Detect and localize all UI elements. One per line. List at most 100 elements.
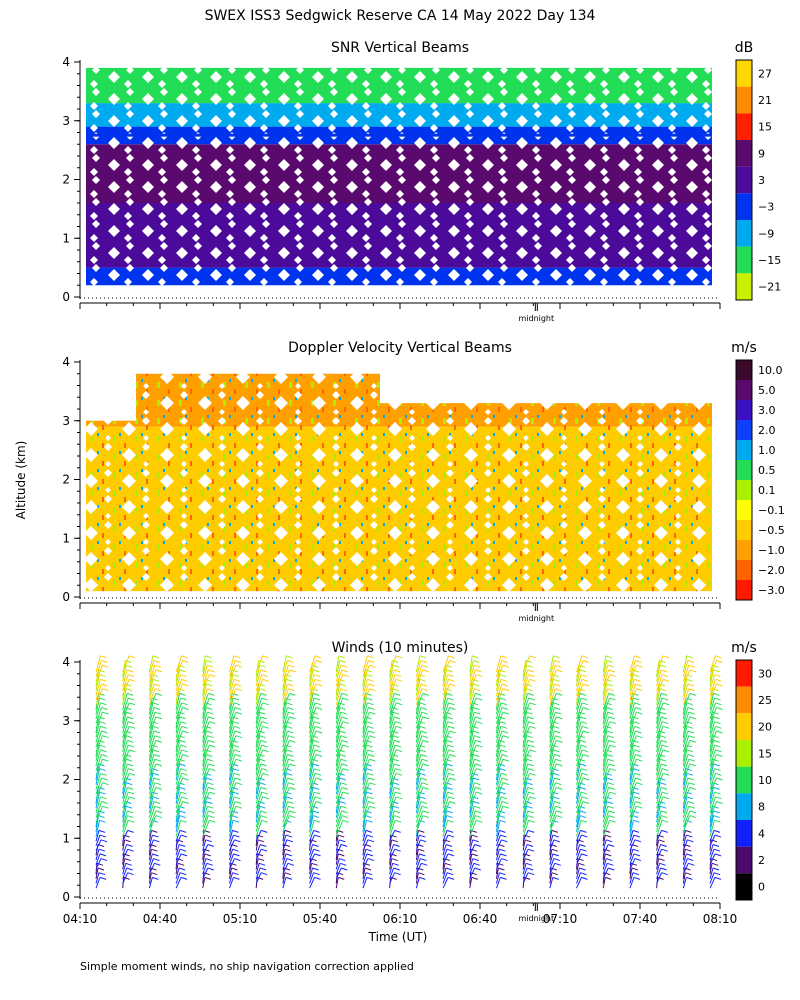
wind-barb-flag [367,655,374,659]
wind-barb-flag [660,716,668,720]
wind-barb [415,665,423,682]
wind-barb [522,830,529,842]
wind-barb-flag [604,848,611,852]
wind-barb [629,759,637,776]
wind-barb-flag [498,810,506,814]
wind-barb-flag [338,655,345,659]
wind-barb-flag [634,796,641,800]
wind-barb-flag [392,664,400,668]
wind-barb-flag [579,669,587,673]
wind-barb-flag [179,669,186,673]
wind-barb-flag [608,692,615,696]
wind-barb [495,773,502,790]
wind-barb [656,740,662,757]
wind-barb-flag [636,805,643,809]
wind-barb-flag [314,876,321,880]
wind-barb-flag [500,876,507,880]
wind-barb [309,815,314,832]
snr-colorbar-unit: dB [735,40,754,56]
wind-barb [255,740,262,757]
wind-barb-flag [367,772,374,776]
wind-barb-flag [474,867,481,871]
wind-barb-flag [689,739,696,743]
wind-barb-flag [313,674,321,678]
y-tick-label: 3 [62,414,70,428]
y-tick-label: 0 [62,290,70,304]
wind-barb-flag [312,669,320,673]
wind-barb-flag [155,815,163,819]
wind-barb [602,655,607,673]
wind-barb-flag [181,702,188,706]
wind-barb-flag [258,839,265,843]
wind-barb [255,806,261,823]
wind-barb-flag [556,669,563,673]
wind-barb [282,858,288,870]
wind-barb-flag [582,707,590,710]
wind-barb [682,707,689,724]
wind-barb-flag [473,683,480,687]
wind-barb-flag [473,801,480,804]
wind-barb-flag [476,674,483,678]
wind-barb-flag [418,829,425,833]
wind-barb-flag [369,782,376,786]
wind-barb [415,669,424,687]
wind-barb-flag [154,862,161,866]
wind-barb [389,787,395,804]
wind-barb [442,777,451,795]
wind-barb-flag [178,758,185,762]
wind-barb [682,660,689,677]
wind-barb-flag [153,801,161,804]
wind-barb-flag [101,801,108,804]
wind-barb-flag [101,707,108,710]
wind-barb-flag [152,796,160,800]
wind-barb [469,730,474,748]
wind-barb [309,830,315,842]
wind-barb-flag [634,725,641,729]
wind-barb-flag [500,796,508,800]
colorbar-label: −0.1 [758,504,785,517]
wind-barb [389,702,397,720]
wind-barb [202,754,207,771]
wind-barb [282,872,286,884]
colorbar-label: 27 [758,67,772,80]
wind-barb-flag [608,815,615,819]
wind-barb-flag [526,688,533,692]
wind-barb-flag [182,754,189,757]
wind-barb-flag [99,744,106,748]
wind-barb-flag [632,716,639,720]
wind-barb-flag [419,678,427,682]
wind-barb [389,839,393,851]
wind-barb [629,707,636,724]
heatmap-band [86,133,712,137]
wind-barb [95,801,102,818]
wind-barb [522,740,529,757]
wind-barb-flag [152,772,160,776]
wind-barb-flag [285,853,293,857]
wind-barb [95,712,103,729]
wind-barb [415,702,421,720]
wind-barb-flag [393,786,401,790]
wind-barb [549,777,555,795]
wind-barb-flag [658,730,666,734]
wind-barb [335,674,344,691]
wind-barb [95,730,102,748]
wind-barb [95,791,100,809]
wind-barb-flag [578,758,586,762]
wind-barb-flag [153,683,161,687]
wind-barb [95,749,101,767]
wind-barb-flag [713,692,720,696]
wind-barb-flag [498,763,506,767]
colorbar-label: −21 [758,281,781,294]
wind-barb [255,773,264,790]
wind-barb-flag [661,674,669,678]
wind-barb-flag [155,716,163,720]
wind-barb-flag [635,683,642,687]
wind-barb-flag [180,744,187,748]
wind-barb-flag [232,674,240,678]
wind-barb-flag [315,660,323,663]
wind-barb-flag [552,853,559,857]
y-axis-label: Altitude (km) [14,441,28,520]
wind-barb [602,763,610,781]
wind-barb-flag [98,829,106,833]
wind-barb-flag [394,744,402,748]
